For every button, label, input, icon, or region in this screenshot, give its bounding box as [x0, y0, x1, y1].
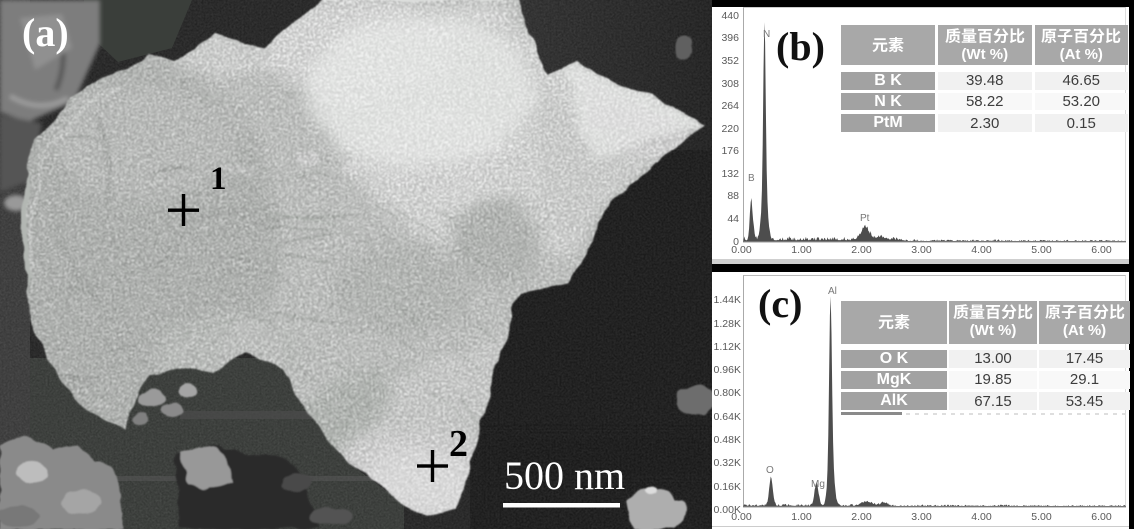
- svg-text:500 nm: 500 nm: [504, 453, 625, 498]
- svg-text:2: 2: [449, 423, 468, 465]
- svg-text:(a): (a): [22, 10, 69, 55]
- svg-text:1: 1: [210, 161, 227, 197]
